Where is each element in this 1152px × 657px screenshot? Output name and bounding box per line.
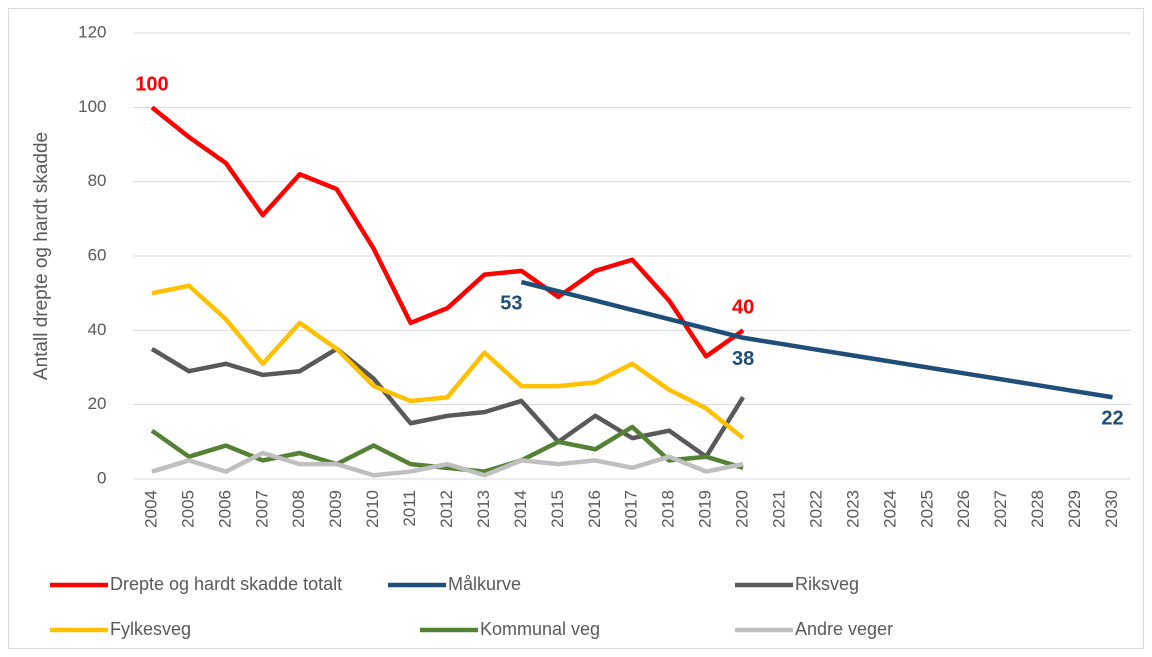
series-line — [520, 279, 1113, 400]
x-tick-label: 2013 — [474, 490, 493, 528]
legend-label: Fylkesveg — [110, 619, 191, 639]
x-tick-label: 2026 — [954, 490, 973, 528]
legend-label: Målkurve — [448, 574, 521, 594]
legend-label: Andre veger — [795, 619, 893, 639]
data-label: 53 — [500, 292, 522, 314]
legend-label: Riksveg — [795, 574, 859, 594]
x-tick-label: 2004 — [141, 490, 160, 528]
series-line — [150, 424, 744, 474]
x-tick-label: 2014 — [511, 490, 530, 528]
x-tick-label: 2007 — [252, 490, 271, 528]
x-tick-label: 2029 — [1065, 490, 1084, 528]
legend-label: Drepte og hardt skadde totalt — [110, 574, 342, 594]
x-tick-label: 2027 — [991, 490, 1010, 528]
x-tick-label: 2030 — [1102, 490, 1121, 528]
x-tick-label: 2012 — [437, 490, 456, 528]
x-tick-label: 2021 — [770, 490, 789, 528]
x-tick-label: 2006 — [215, 490, 234, 528]
series-line — [150, 105, 745, 359]
chart-border — [8, 8, 1144, 649]
y-axis-label: Antall drepte og hardt skadde — [31, 132, 52, 380]
y-tick-label: 60 — [88, 245, 107, 264]
x-tick-label: 2005 — [178, 490, 197, 528]
x-tick-label: 2010 — [363, 490, 382, 528]
data-label: 100 — [135, 74, 168, 96]
y-tick-label: 0 — [97, 468, 106, 487]
x-tick-label: 2011 — [400, 490, 419, 527]
x-tick-label: 2019 — [696, 490, 715, 528]
y-tick-label: 120 — [78, 22, 106, 41]
data-label: 40 — [732, 297, 754, 319]
data-label: 38 — [732, 348, 754, 370]
x-tick-label: 2015 — [548, 490, 567, 528]
x-tick-label: 2016 — [585, 490, 604, 528]
x-tick-label: 2023 — [843, 490, 862, 528]
series-line — [151, 283, 745, 440]
x-tick-label: 2028 — [1028, 490, 1047, 528]
legend-label: Kommunal veg — [480, 619, 600, 639]
y-tick-label: 100 — [78, 97, 106, 116]
data-label: 22 — [1101, 408, 1123, 430]
y-tick-label: 40 — [88, 320, 107, 339]
x-tick-label: 2020 — [733, 490, 752, 528]
x-tick-label: 2008 — [289, 490, 308, 528]
y-tick-label: 20 — [88, 394, 107, 413]
x-tick-label: 2017 — [622, 490, 641, 528]
x-tick-label: 2024 — [880, 490, 899, 528]
x-tick-label: 2018 — [659, 490, 678, 528]
x-tick-label: 2022 — [806, 490, 825, 528]
y-tick-label: 80 — [88, 171, 107, 190]
series-line — [151, 450, 744, 478]
x-tick-label: 2025 — [917, 490, 936, 528]
x-tick-label: 2009 — [326, 490, 345, 528]
